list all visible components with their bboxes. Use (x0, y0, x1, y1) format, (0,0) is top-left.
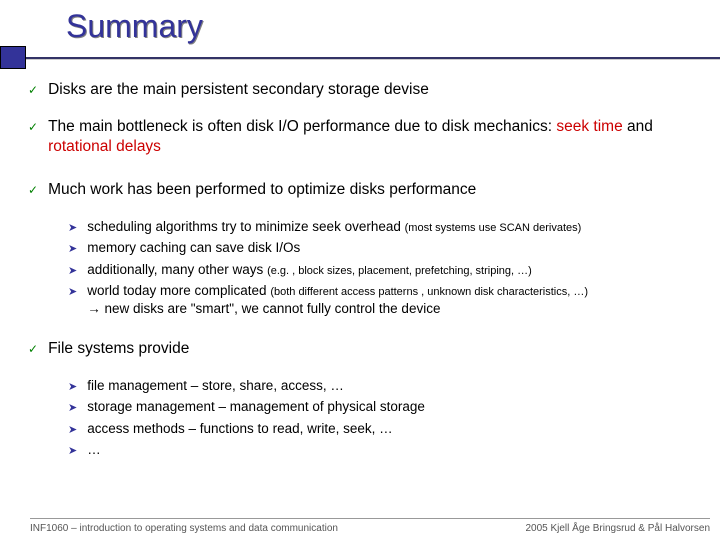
bullet-item: ✓ The main bottleneck is often disk I/O p… (28, 117, 710, 156)
sub-text: additionally, many other ways (e.g. , bl… (87, 261, 532, 279)
bullet-text: Much work has been performed to optimize… (48, 180, 476, 199)
check-icon: ✓ (28, 183, 38, 197)
slide-title: Summary (66, 8, 203, 45)
sub-item: ➤ storage management – management of phys… (68, 398, 710, 416)
underline-light (26, 59, 720, 60)
check-icon: ✓ (28, 83, 38, 97)
sub-item: ➤ file management – store, share, access,… (68, 377, 710, 395)
sub-text: file management – store, share, access, … (87, 377, 344, 395)
footer: INF1060 – introduction to operating syst… (30, 518, 710, 534)
sub-item: ➤ access methods – functions to read, wri… (68, 420, 710, 438)
sub-text: scheduling algorithms try to minimize se… (87, 218, 581, 236)
bullet-item: ✓ File systems provide (28, 339, 710, 358)
arrow-icon: ➤ (68, 423, 77, 436)
bullet-text: Disks are the main persistent secondary … (48, 80, 429, 99)
arrow-icon: ➤ (68, 401, 77, 414)
arrow-icon: ➤ (68, 380, 77, 393)
sub-text: … (87, 441, 101, 459)
sub-text: access methods – functions to read, writ… (87, 420, 392, 438)
sub-text: storage management – management of physi… (87, 398, 425, 416)
sub-item: ➤ scheduling algorithms try to minimize s… (68, 218, 710, 236)
arrow-icon: ➤ (68, 264, 77, 277)
arrow-icon: ➤ (68, 242, 77, 255)
sub-list: ➤ scheduling algorithms try to minimize s… (68, 218, 710, 318)
accent-box (0, 46, 26, 69)
bullet-text: File systems provide (48, 339, 189, 358)
sub-text: memory caching can save disk I/Os (87, 239, 300, 257)
arrow-icon: ➤ (68, 285, 77, 298)
sub-item: ➤… (68, 441, 710, 459)
check-icon: ✓ (28, 120, 38, 134)
arrow-icon: ➤ (68, 444, 77, 457)
footer-right: 2005 Kjell Åge Bringsrud & Pål Halvorsen (525, 523, 710, 534)
content-area: ✓ Disks are the main persistent secondary… (28, 80, 710, 481)
sub-list: ➤ file management – store, share, access,… (68, 377, 710, 459)
sub-item: ➤ world today more complicated (both diff… (68, 282, 710, 317)
sub-item: ➤ additionally, many other ways (e.g. , b… (68, 261, 710, 279)
sub-item: ➤ memory caching can save disk I/Os (68, 239, 710, 257)
header: Summary Summary (0, 0, 720, 72)
bullet-item: ✓ Disks are the main persistent secondary… (28, 80, 710, 99)
bullet-text: The main bottleneck is often disk I/O pe… (48, 117, 710, 156)
footer-left: INF1060 – introduction to operating syst… (30, 523, 338, 534)
bullet-item: ✓ Much work has been performed to optimiz… (28, 180, 710, 199)
arrow-icon: ➤ (68, 221, 77, 234)
sub-text: world today more complicated (both diffe… (87, 282, 588, 317)
check-icon: ✓ (28, 342, 38, 356)
